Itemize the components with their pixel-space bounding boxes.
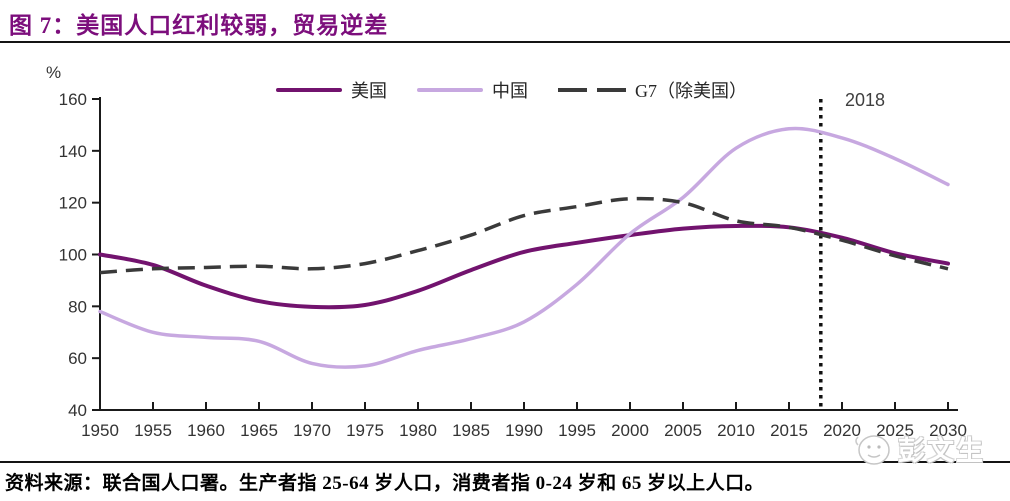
x-tick-label: 1990 [505, 421, 543, 440]
y-tick-label: 100 [59, 246, 87, 265]
watermark: 彭文生 [852, 429, 985, 468]
footer-divider [0, 461, 1010, 463]
x-tick-label: 1965 [240, 421, 278, 440]
series-line-g7 [99, 196, 949, 275]
y-axis-unit-label: % [46, 63, 62, 82]
title-divider [0, 41, 1010, 43]
x-tick-label: 2015 [770, 421, 808, 440]
x-tick-label: 2010 [717, 421, 755, 440]
china-line-swatch-icon [417, 88, 483, 92]
y-tick-label: 60 [68, 349, 87, 368]
x-tick-label: 1955 [134, 421, 172, 440]
x-tick-label: 2000 [611, 421, 649, 440]
x-tick-label: 1950 [81, 421, 119, 440]
x-tick-label: 2005 [664, 421, 702, 440]
x-tick-label: 2030 [929, 421, 967, 440]
watermark-text: 彭文生 [898, 436, 985, 466]
x-tick-label: 1960 [187, 421, 225, 440]
source-note: 资料来源：联合国人口署。生产者指 25-64 岁人口，消费者指 0-24 岁和 … [5, 473, 765, 494]
y-tick-label: 40 [68, 401, 87, 420]
x-tick-label: 1995 [558, 421, 596, 440]
y-tick-label: 140 [59, 142, 87, 161]
legend-item-us: 美国 [276, 77, 387, 103]
legend-item-g7: G7（除美国） [558, 77, 747, 103]
legend-label-g7: G7（除美国） [635, 81, 747, 101]
us-line-swatch-icon [276, 88, 342, 92]
legend-item-china: 中国 [417, 77, 528, 103]
x-tick-label: 1985 [452, 421, 490, 440]
smiley-face-icon [855, 434, 890, 465]
y-tick-label: 160 [59, 90, 87, 109]
legend-label-china: 中国 [492, 81, 528, 101]
vline-year-annotation: 2018 [845, 90, 886, 110]
series-line-china [98, 126, 950, 369]
x-tick-label: 1975 [346, 421, 384, 440]
x-tick-label: 1980 [399, 421, 437, 440]
x-tick-label: 2025 [876, 421, 914, 440]
legend-label-us: 美国 [351, 81, 387, 101]
y-tick-label: 120 [59, 194, 87, 213]
legend: 美国 中国 G7（除美国） [276, 77, 747, 103]
y-tick-label: 80 [68, 297, 87, 316]
x-tick-label: 2020 [823, 421, 861, 440]
x-tick-label: 1970 [293, 421, 331, 440]
figure-title: 图 7：美国人口红利较弱，贸易逆差 [9, 13, 389, 38]
g7-dashed-swatch-icon [558, 88, 626, 92]
